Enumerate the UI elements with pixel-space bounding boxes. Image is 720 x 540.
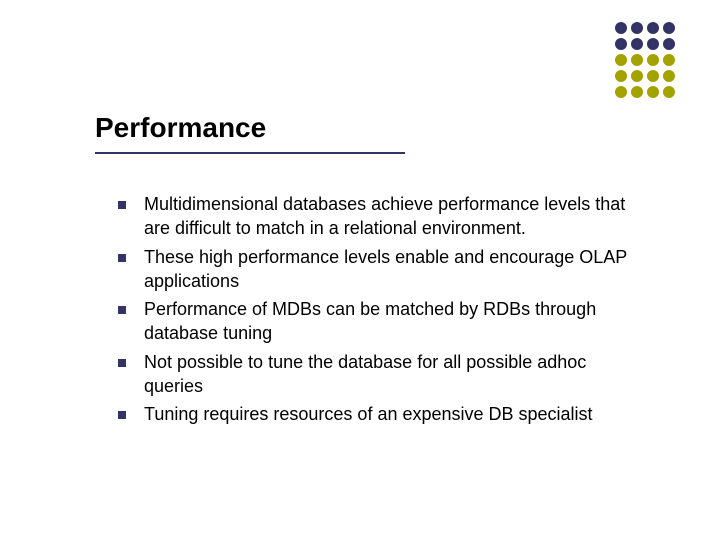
- dot-icon: [647, 22, 659, 34]
- list-item: These high performance levels enable and…: [118, 245, 638, 294]
- decorative-dot-grid: [615, 22, 675, 98]
- bullet-text: These high performance levels enable and…: [144, 245, 638, 294]
- dot-icon: [615, 22, 627, 34]
- dot-icon: [663, 86, 675, 98]
- bullet-marker-icon: [118, 411, 126, 419]
- dot-icon: [663, 38, 675, 50]
- dot-icon: [615, 70, 627, 82]
- dot-icon: [631, 38, 643, 50]
- bullet-list: Multidimensional databases achieve perfo…: [118, 192, 638, 431]
- dot-icon: [631, 54, 643, 66]
- bullet-marker-icon: [118, 201, 126, 209]
- dot-icon: [631, 22, 643, 34]
- bullet-text: Multidimensional databases achieve perfo…: [144, 192, 638, 241]
- dot-icon: [647, 70, 659, 82]
- bullet-text: Tuning requires resources of an expensiv…: [144, 402, 593, 426]
- bullet-text: Performance of MDBs can be matched by RD…: [144, 297, 638, 346]
- dot-icon: [663, 54, 675, 66]
- list-item: Performance of MDBs can be matched by RD…: [118, 297, 638, 346]
- bullet-marker-icon: [118, 254, 126, 262]
- bullet-marker-icon: [118, 306, 126, 314]
- slide-title: Performance: [95, 112, 266, 144]
- dot-icon: [615, 54, 627, 66]
- dot-icon: [647, 38, 659, 50]
- dot-icon: [615, 86, 627, 98]
- dot-icon: [631, 86, 643, 98]
- bullet-text: Not possible to tune the database for al…: [144, 350, 638, 399]
- list-item: Not possible to tune the database for al…: [118, 350, 638, 399]
- dot-icon: [631, 70, 643, 82]
- bullet-marker-icon: [118, 359, 126, 367]
- dot-icon: [647, 86, 659, 98]
- dot-icon: [647, 54, 659, 66]
- list-item: Tuning requires resources of an expensiv…: [118, 402, 638, 426]
- dot-icon: [663, 70, 675, 82]
- title-underline: [95, 152, 405, 154]
- dot-icon: [615, 38, 627, 50]
- dot-icon: [663, 22, 675, 34]
- list-item: Multidimensional databases achieve perfo…: [118, 192, 638, 241]
